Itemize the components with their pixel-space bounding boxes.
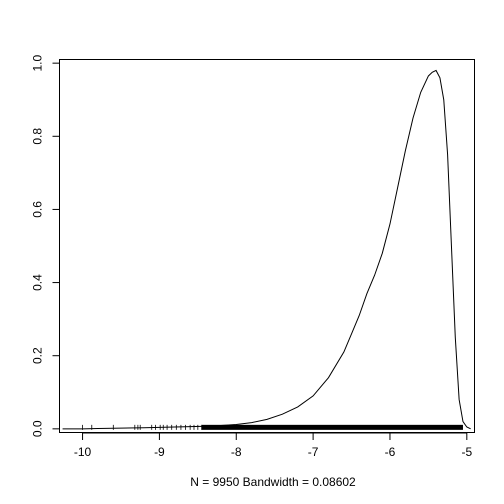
x-tick-label: -7 [308,445,319,459]
x-axis: -10 -9 -8 -7 -6 -5 [74,432,472,459]
y-tick-label: 1.0 [31,54,45,71]
x-tick-label: -9 [154,445,165,459]
y-tick-label: 0.0 [31,420,45,437]
y-tick-label: 0.6 [31,201,45,218]
y-axis: 0.0 0.2 0.4 0.6 0.8 1.0 [31,54,60,437]
x-axis-label: N = 9950 Bandwidth = 0.08602 [190,475,356,489]
y-tick-label: 0.2 [31,347,45,364]
x-tick-label: -6 [385,445,396,459]
x-tick-label: -5 [461,445,472,459]
x-tick-label: -8 [231,445,242,459]
rug-dense-band [201,424,463,430]
y-tick-label: 0.8 [31,128,45,145]
plot-frame [59,59,475,433]
y-tick-label: 0.4 [31,274,45,291]
x-tick-label: -10 [74,445,92,459]
density-curve [62,69,471,430]
